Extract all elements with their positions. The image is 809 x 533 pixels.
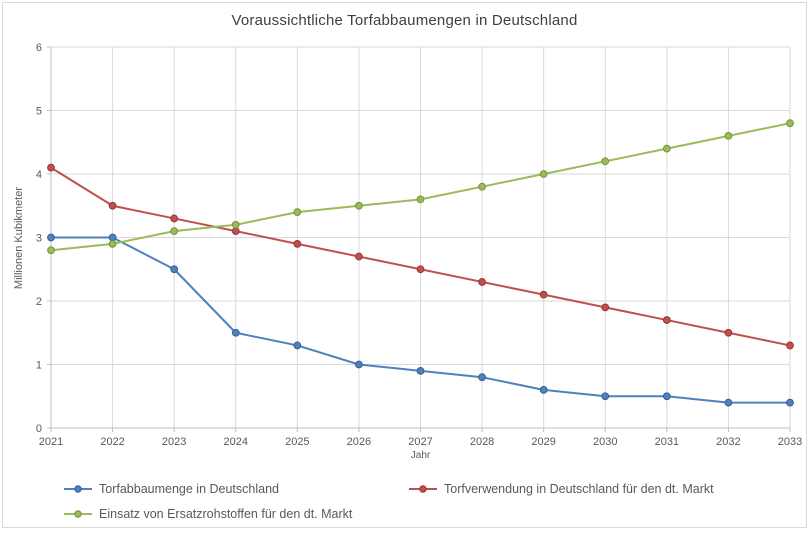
data-point-marker: [231, 220, 240, 229]
data-point-marker: [293, 239, 302, 248]
legend-item-ersatzrohstoffe: Einsatz von Ersatzrohstoffen für den dt.…: [63, 505, 408, 523]
legend-label: Torfverwendung in Deutschland für den dt…: [444, 482, 714, 496]
data-point-marker: [539, 170, 548, 178]
x-tick-label: 2029: [531, 436, 555, 448]
data-point-marker: [108, 239, 117, 248]
data-point-marker: [355, 360, 363, 369]
data-point-marker: [416, 195, 425, 204]
data-point-marker: [539, 386, 548, 394]
data-point-marker: [724, 398, 733, 407]
data-point-marker: [724, 328, 733, 337]
x-tick-label: 2032: [716, 436, 740, 448]
data-point-marker: [170, 227, 179, 236]
x-tick-label: 2031: [655, 436, 679, 448]
legend-marker-icon: [419, 485, 427, 493]
x-tick-label: 2033: [778, 436, 802, 448]
chart-title: Voraussichtliche Torfabbaumengen in Deut…: [231, 12, 578, 29]
data-point-marker: [662, 144, 671, 153]
y-tick-label: 0: [36, 423, 42, 435]
data-point-marker: [478, 373, 486, 382]
x-tick-label: 2028: [470, 436, 494, 448]
data-point-marker: [478, 278, 486, 286]
x-tick-label: 2026: [347, 436, 371, 448]
data-point-marker: [416, 265, 425, 274]
data-point-marker: [724, 132, 733, 140]
legend-label: Einsatz von Ersatzrohstoffen für den dt.…: [99, 507, 353, 521]
x-tick-label: 2023: [162, 436, 186, 448]
data-point-marker: [293, 208, 302, 217]
legend-swatch-red: [408, 484, 438, 494]
x-tick-label: 2024: [224, 436, 248, 448]
data-point-marker: [601, 157, 610, 166]
x-tick-label: 2022: [100, 436, 124, 448]
y-tick-label: 6: [36, 42, 42, 54]
data-point-marker: [355, 252, 363, 261]
data-point-marker: [355, 201, 363, 210]
data-point-marker: [47, 163, 55, 172]
x-tick-label: 2027: [408, 436, 432, 448]
data-point-marker: [539, 290, 548, 299]
legend-item-torfabbaumenge: Torfabbaumenge in Deutschland: [63, 480, 408, 498]
y-tick-label: 2: [36, 296, 42, 308]
data-point-marker: [662, 392, 671, 401]
data-point-marker: [170, 214, 179, 223]
y-tick-label: 1: [36, 360, 42, 372]
legend-marker-icon: [74, 510, 82, 518]
x-tick-label: 2030: [593, 436, 617, 448]
y-tick-label: 5: [36, 106, 42, 118]
data-point-marker: [47, 233, 55, 242]
data-point-marker: [478, 182, 486, 191]
legend-swatch-green: [63, 509, 93, 519]
y-tick-label: 3: [36, 233, 42, 245]
x-axis-title: Jahr: [410, 450, 431, 461]
data-point-marker: [786, 119, 794, 128]
legend-swatch-blue: [63, 484, 93, 494]
data-point-marker: [662, 316, 671, 324]
data-point-marker: [786, 341, 794, 350]
data-point-marker: [601, 303, 610, 312]
x-tick-label: 2021: [39, 436, 63, 448]
legend-label: Torfabbaumenge in Deutschland: [99, 482, 279, 496]
data-point-marker: [47, 246, 55, 255]
x-tick-label: 2025: [285, 436, 309, 448]
data-point-marker: [293, 341, 302, 350]
y-tick-label: 4: [36, 169, 42, 181]
data-point-marker: [786, 398, 794, 407]
plot-area: 0 1 2 3 4 5 6 2021 2022 2023 2024 2025 2026 2027 2028 2…: [36, 42, 802, 448]
data-point-marker: [601, 392, 610, 401]
data-point-marker: [231, 227, 240, 236]
legend-marker-icon: [74, 485, 82, 493]
data-point-marker: [108, 233, 117, 242]
data-point-marker: [416, 366, 425, 375]
data-point-marker: [108, 201, 117, 210]
data-point-marker: [170, 265, 179, 274]
legend-item-torfverwendung: Torfverwendung in Deutschland für den dt…: [408, 480, 783, 498]
data-point-marker: [231, 328, 240, 337]
legend: Torfabbaumenge in Deutschland Torfverwen…: [63, 480, 783, 523]
